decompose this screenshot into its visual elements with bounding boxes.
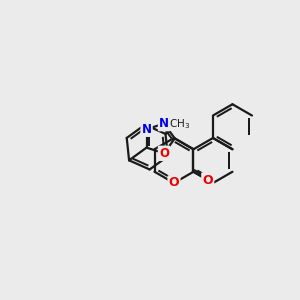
- Text: N: N: [159, 117, 169, 130]
- Text: O: O: [202, 173, 213, 187]
- Text: CH$_3$: CH$_3$: [169, 117, 190, 130]
- Text: O: O: [169, 176, 179, 190]
- Text: N: N: [142, 123, 152, 136]
- Text: O: O: [159, 147, 169, 160]
